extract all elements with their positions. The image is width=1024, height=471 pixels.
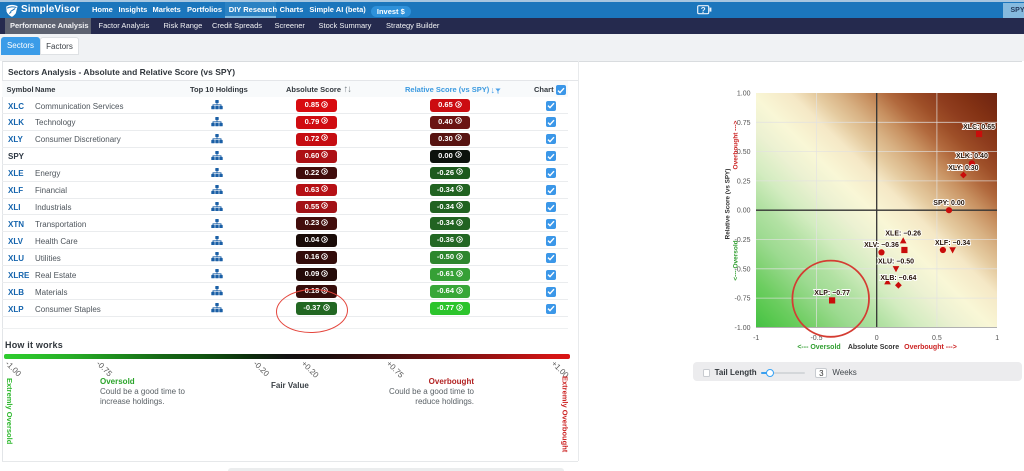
svg-text:-1: -1	[753, 335, 759, 342]
svg-text:Overbought --->: Overbought --->	[904, 344, 957, 351]
svg-text:-1.00: -1.00	[735, 325, 751, 332]
svg-text:0.50: 0.50	[737, 149, 751, 156]
svg-text:0.75: 0.75	[737, 120, 751, 127]
svg-text:Relative Score (vs SPY): Relative Score (vs SPY)	[725, 169, 732, 240]
svg-text:XLK: 0.40: XLK: 0.40	[956, 153, 988, 160]
svg-text:-0.50: -0.50	[735, 266, 751, 273]
svg-text:XLC: 0.65: XLC: 0.65	[963, 124, 995, 131]
svg-text:SPY: 0.00: SPY: 0.00	[933, 200, 964, 207]
svg-text:<--- Oversold: <--- Oversold	[797, 344, 840, 351]
svg-text:0.5: 0.5	[932, 335, 942, 342]
svg-text:<--- Oversold: <--- Oversold	[733, 240, 740, 280]
svg-text:XLE: −0.26: XLE: −0.26	[885, 231, 921, 238]
svg-text:-0.5: -0.5	[810, 335, 822, 342]
svg-text:Absolute Score: Absolute Score	[848, 344, 899, 351]
svg-text:?: ?	[701, 6, 706, 15]
svg-text:XLU: −0.50: XLU: −0.50	[878, 259, 914, 266]
svg-text:1.00: 1.00	[737, 91, 751, 98]
svg-text:XLY: 0.30: XLY: 0.30	[948, 165, 978, 172]
svg-text:XLB: −0.64: XLB: −0.64	[880, 275, 916, 282]
svg-text:1: 1	[995, 335, 999, 342]
svg-text:0: 0	[875, 335, 879, 342]
svg-text:0.00: 0.00	[737, 208, 751, 215]
svg-text:XLF: −0.34: XLF: −0.34	[935, 240, 970, 247]
svg-text:0.25: 0.25	[737, 178, 751, 185]
svg-text:Overbought --->: Overbought --->	[733, 120, 740, 169]
svg-text:XLV: −0.36: XLV: −0.36	[864, 242, 899, 249]
svg-text:-0.25: -0.25	[735, 237, 751, 244]
svg-text:-0.75: -0.75	[735, 296, 751, 303]
svg-text:XLP: −0.77: XLP: −0.77	[814, 290, 850, 297]
